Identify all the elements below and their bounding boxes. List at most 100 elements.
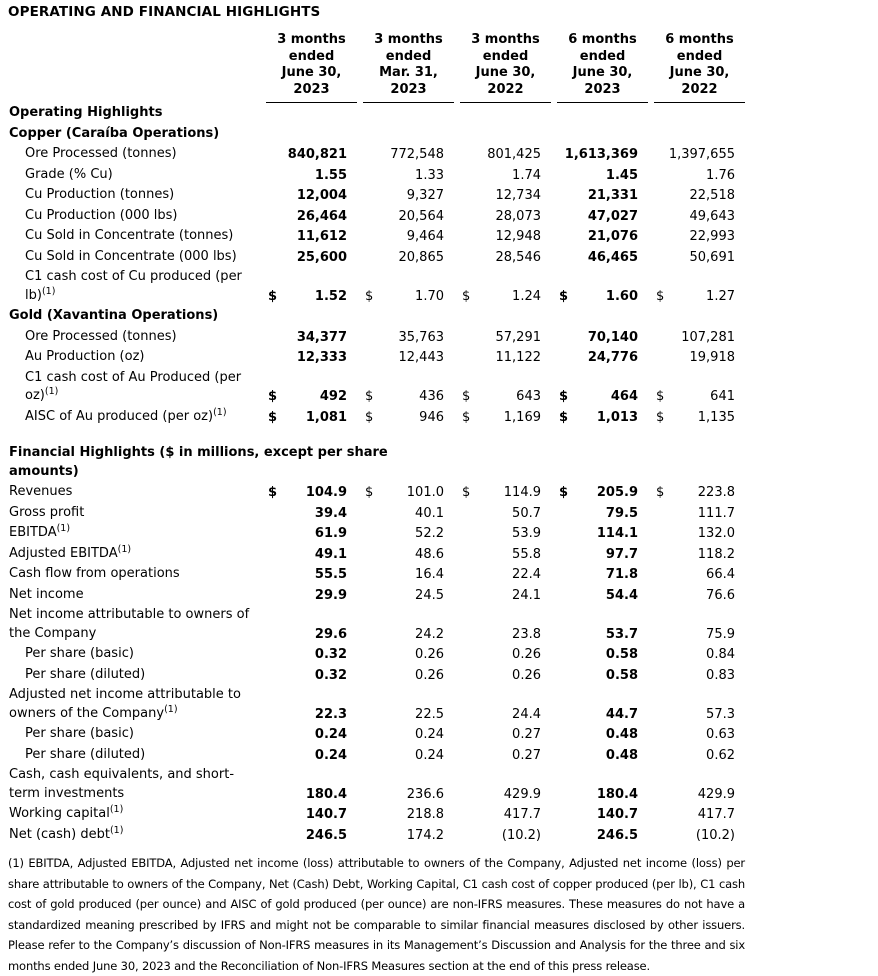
dollar-sign: $ [559, 389, 569, 404]
row-label: Net (cash) debt(1) [8, 825, 260, 846]
value-cell: $1.52 [260, 267, 357, 306]
value-wrap: 53.7 [559, 626, 648, 645]
value-cell: 22,518 [648, 185, 745, 206]
cell-value: 22,993 [689, 229, 736, 244]
cell-value: 1.70 [415, 288, 444, 304]
value-cell: 180.4 [551, 765, 648, 804]
value-wrap: 9,327 [365, 187, 454, 206]
cell-value: 22.4 [512, 567, 541, 582]
value-cell: 22.4 [454, 564, 551, 585]
value-cell: 0.58 [551, 644, 648, 665]
cell-value: 71.8 [605, 567, 638, 582]
cell-value: 1.55 [314, 167, 347, 183]
value-wrap: 0.48 [559, 747, 648, 766]
cell-value: 417.7 [697, 807, 735, 822]
cell-value: 9,327 [406, 188, 444, 203]
value-wrap: $1,081 [268, 409, 357, 428]
value-wrap: 22,518 [656, 187, 745, 206]
row-label-text: Adjusted EBITDA [9, 545, 118, 561]
dollar-sign: $ [559, 485, 569, 500]
value-wrap: $436 [365, 388, 454, 407]
cell-value: 22.5 [415, 706, 444, 722]
value-wrap: 417.7 [462, 806, 551, 825]
row-label: Cash, cash equivalents, and short- term … [8, 765, 260, 804]
value-wrap: 429.9 [462, 786, 551, 805]
footnote-marker: (1) [213, 406, 227, 418]
section-label: Financial Highlights ($ in millions, exc… [8, 443, 745, 482]
cell-value: 0.24 [314, 747, 347, 763]
value-wrap: 29.6 [268, 626, 357, 645]
row-label: Net income attributable to owners of the… [8, 605, 260, 644]
value-wrap: $205.9 [559, 484, 648, 503]
cell-value: 0.32 [314, 647, 347, 662]
value-wrap: $101.0 [365, 484, 454, 503]
cell-value: 643 [516, 389, 541, 404]
value-wrap: 24.1 [462, 587, 551, 606]
table-row: Ore Processed (tonnes) 34,377 35,763 57,291… [8, 327, 745, 348]
table-row: Working capital(1) 140.7 218.8 417.7 140.7 41… [8, 804, 745, 825]
value-cell: 236.6 [357, 765, 454, 804]
value-wrap: 1.33 [365, 167, 454, 186]
value-wrap: $1,135 [656, 409, 745, 428]
cell-value: 24,776 [587, 350, 638, 365]
row-label-text: Au Production (oz) [25, 349, 145, 364]
spacer-cell [8, 427, 745, 443]
value-cell: $1.24 [454, 267, 551, 306]
dollar-sign: $ [559, 288, 569, 304]
value-cell: 70,140 [551, 327, 648, 348]
cell-value: 1,169 [503, 409, 541, 425]
value-cell: 1.74 [454, 165, 551, 186]
value-wrap: 140.7 [559, 806, 648, 825]
value-wrap: 50,691 [656, 249, 745, 268]
cell-value: 1.76 [706, 167, 735, 183]
value-wrap: 20,865 [365, 249, 454, 268]
row-label-text: Ore Processed (tonnes) [25, 328, 177, 344]
value-cell: 0.26 [454, 665, 551, 686]
value-wrap: 1.74 [462, 167, 551, 186]
header-row: 3 months ended June 30, 2023 3 months end… [8, 32, 745, 103]
value-wrap: 0.84 [656, 646, 745, 665]
value-cell: 180.4 [260, 765, 357, 804]
value-wrap: 0.26 [365, 667, 454, 686]
value-cell: 22,993 [648, 226, 745, 247]
cell-value: 16.4 [415, 567, 444, 582]
cell-value: 46,465 [587, 249, 638, 265]
value-cell: $436 [357, 368, 454, 407]
row-label-text: Revenues [9, 484, 73, 499]
cell-value: 0.62 [706, 747, 735, 763]
cell-value: 118.2 [697, 546, 735, 562]
cell-value: 53.9 [512, 526, 541, 541]
value-wrap: 218.8 [365, 806, 454, 825]
value-cell: 50,691 [648, 247, 745, 268]
row-label: Au Production (oz) [8, 347, 260, 368]
cell-value: 174.2 [406, 827, 444, 843]
value-wrap: $643 [462, 388, 551, 407]
row-label: Cu Production (tonnes) [8, 185, 260, 206]
value-cell: 218.8 [357, 804, 454, 825]
dollar-sign: $ [365, 389, 374, 404]
table-row: Cu Production (tonnes) 12,004 9,327 12,734 2… [8, 185, 745, 206]
cell-value: 0.84 [706, 647, 735, 662]
row-label-text: Net (cash) debt [9, 826, 110, 842]
value-wrap: $492 [268, 388, 357, 407]
value-wrap: 0.24 [365, 747, 454, 766]
section-label: Operating Highlights [8, 103, 745, 124]
value-cell: 0.32 [260, 665, 357, 686]
cell-value: 436 [419, 389, 444, 404]
value-wrap: 55.8 [462, 546, 551, 565]
value-wrap: 114.1 [559, 525, 648, 544]
value-wrap: 24.4 [462, 706, 551, 725]
value-wrap: 12,948 [462, 228, 551, 247]
table-row: Net income attributable to owners of the… [8, 605, 745, 644]
table-row: Cu Production (000 lbs) 26,464 20,564 28,07… [8, 206, 745, 227]
cell-value: 107,281 [681, 329, 735, 345]
cell-value: 0.32 [314, 667, 347, 683]
cell-value: 1.45 [605, 167, 638, 183]
value-cell: 174.2 [357, 825, 454, 846]
value-cell: 0.26 [357, 665, 454, 686]
value-cell: $1,081 [260, 407, 357, 428]
cell-value: 24.2 [415, 626, 444, 642]
value-cell: $223.8 [648, 482, 745, 503]
cell-value: 1.24 [512, 288, 541, 304]
value-cell: 111.7 [648, 503, 745, 524]
